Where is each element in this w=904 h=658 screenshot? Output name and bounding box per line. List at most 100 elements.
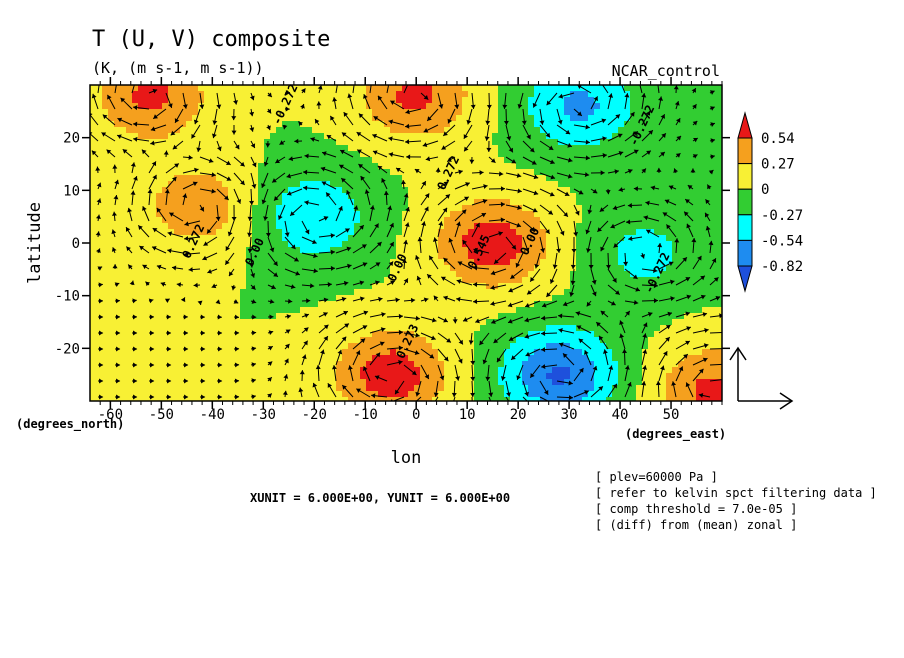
field-cell: [210, 127, 217, 134]
field-cell: [558, 247, 565, 254]
field-cell: [606, 163, 613, 170]
field-cell: [282, 205, 289, 212]
field-cell: [594, 259, 601, 266]
field-cell: [90, 187, 97, 194]
field-cell: [510, 373, 517, 380]
field-cell: [636, 295, 643, 302]
field-cell: [192, 349, 199, 356]
field-cell: [126, 193, 133, 200]
field-cell: [132, 331, 139, 338]
field-cell: [174, 247, 181, 254]
field-cell: [252, 229, 259, 236]
field-cell: [198, 115, 205, 122]
field-cell: [264, 85, 271, 92]
field-cell: [252, 253, 259, 260]
field-cell: [624, 241, 631, 248]
field-cell: [240, 121, 247, 128]
field-cell: [258, 391, 265, 398]
field-cell: [186, 229, 193, 236]
field-cell: [492, 193, 499, 200]
field-cell: [510, 211, 517, 218]
field-cell: [414, 373, 421, 380]
field-cell: [234, 199, 241, 206]
field-cell: [276, 325, 283, 332]
field-cell: [264, 163, 271, 170]
field-cell: [612, 97, 619, 104]
field-cell: [642, 103, 649, 110]
field-cell: [408, 181, 415, 188]
field-cell: [168, 139, 175, 146]
field-cell: [540, 253, 547, 260]
field-cell: [168, 307, 175, 314]
field-cell: [390, 265, 397, 272]
field-cell: [606, 133, 613, 140]
field-cell: [558, 325, 565, 332]
field-cell: [222, 229, 229, 236]
field-cell: [354, 277, 361, 284]
field-cell: [534, 379, 541, 386]
field-cell: [570, 181, 577, 188]
field-cell: [618, 367, 625, 374]
field-cell: [150, 91, 157, 98]
field-cell: [180, 313, 187, 320]
field-cell: [378, 121, 385, 128]
field-cell: [138, 271, 145, 278]
field-cell: [636, 247, 643, 254]
field-cell: [600, 271, 607, 278]
field-cell: [504, 223, 511, 230]
field-cell: [516, 91, 523, 98]
field-cell: [102, 187, 109, 194]
field-cell: [108, 127, 115, 134]
field-cell: [438, 247, 445, 254]
field-cell: [468, 355, 475, 362]
field-cell: [138, 397, 145, 401]
field-cell: [558, 319, 565, 326]
field-cell: [396, 223, 403, 230]
field-cell: [156, 343, 163, 350]
field-cell: [516, 199, 523, 206]
field-cell: [576, 361, 583, 368]
field-cell: [306, 271, 313, 278]
field-cell: [600, 109, 607, 116]
field-cell: [108, 163, 115, 170]
field-cell: [294, 355, 301, 362]
field-cell: [294, 163, 301, 170]
field-cell: [540, 361, 547, 368]
field-cell: [510, 289, 517, 296]
field-cell: [612, 337, 619, 344]
field-cell: [522, 295, 529, 302]
field-cell: [426, 235, 433, 242]
field-cell: [276, 97, 283, 104]
field-cell: [528, 331, 535, 338]
field-cell: [300, 337, 307, 344]
field-cell: [402, 157, 409, 164]
field-cell: [216, 211, 223, 218]
field-cell: [138, 187, 145, 194]
field-cell: [216, 151, 223, 158]
field-cell: [564, 319, 571, 326]
field-cell: [360, 109, 367, 116]
field-cell: [252, 367, 259, 374]
field-cell: [498, 91, 505, 98]
field-cell: [528, 163, 535, 170]
field-cell: [402, 133, 409, 140]
field-cell: [162, 319, 169, 326]
field-cell: [312, 151, 319, 158]
field-cell: [384, 319, 391, 326]
field-cell: [462, 295, 469, 302]
field-cell: [234, 259, 241, 266]
field-cell: [330, 331, 337, 338]
field-cell: [624, 103, 631, 110]
field-cell: [420, 259, 427, 266]
field-cell: [510, 97, 517, 104]
field-cell: [594, 103, 601, 110]
field-cell: [276, 121, 283, 128]
field-cell: [456, 301, 463, 308]
field-cell: [390, 133, 397, 140]
field-cell: [408, 325, 415, 332]
field-cell: [174, 211, 181, 218]
field-cell: [264, 211, 271, 218]
field-cell: [564, 169, 571, 176]
field-cell: [474, 187, 481, 194]
field-cell: [396, 277, 403, 284]
